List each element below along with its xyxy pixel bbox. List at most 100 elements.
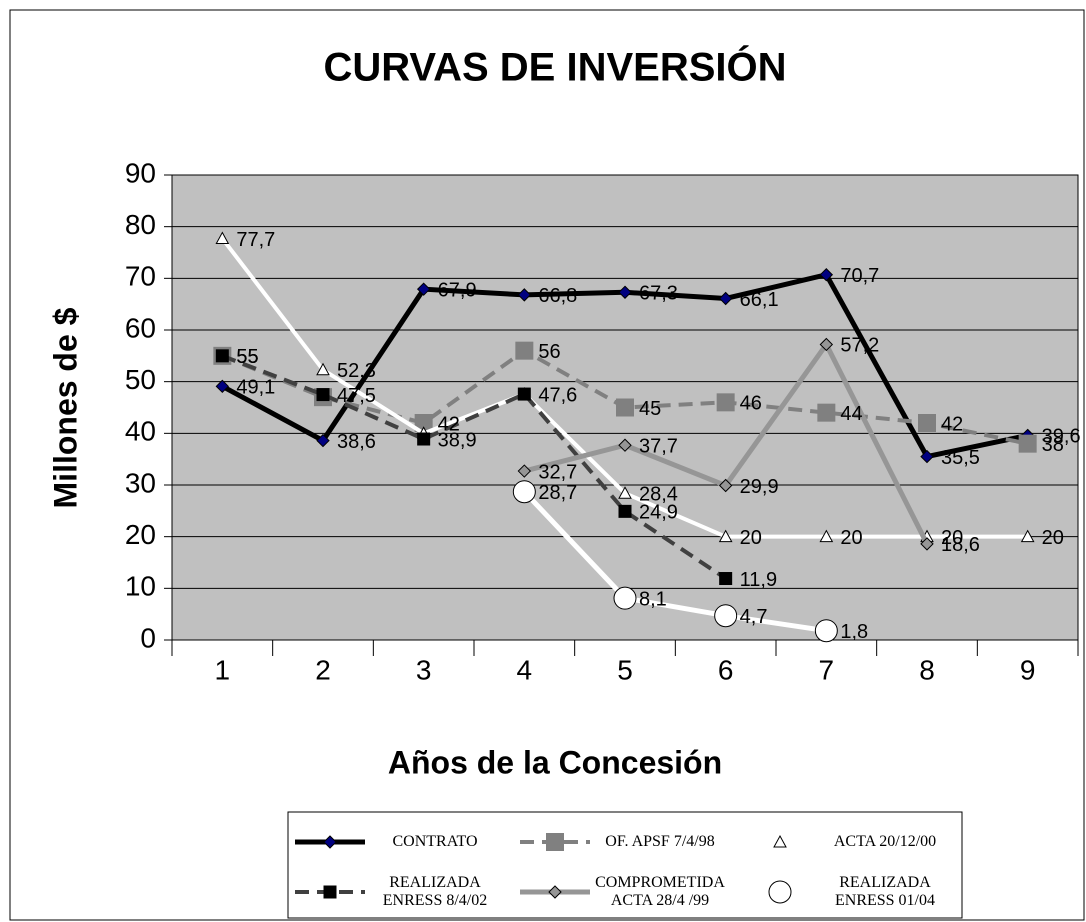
data-point [517, 288, 532, 302]
y-tick-label: 20 [125, 519, 156, 550]
data-point [716, 393, 735, 412]
data-point [613, 586, 637, 610]
x-axis-title: Años de la Concesión [388, 744, 722, 780]
data-label: 38 [1042, 434, 1064, 456]
data-label: 20 [1042, 527, 1064, 549]
chart-title: CURVAS DE INVERSIÓN [323, 44, 786, 90]
data-label: 46 [740, 393, 762, 415]
data-point [819, 337, 834, 352]
data-label: 20 [941, 527, 963, 549]
data-point [718, 478, 733, 493]
data-point [918, 414, 936, 432]
y-tick-label: 10 [125, 571, 156, 602]
data-label: 35,5 [941, 447, 980, 469]
y-tick-label: 70 [125, 261, 156, 292]
data-point [618, 504, 632, 518]
data-label: 56 [538, 341, 560, 363]
data-point [316, 433, 330, 448]
data-label: 49,1 [236, 377, 275, 399]
data-point [414, 414, 433, 432]
data-point [512, 480, 536, 504]
data-point [920, 537, 934, 551]
data-point [1018, 434, 1037, 453]
data-label: 55 [236, 346, 258, 368]
data-label: 70,7 [840, 265, 879, 287]
data-label: 11,9 [740, 569, 777, 591]
data-point [719, 572, 733, 586]
x-tick-label: 8 [919, 654, 935, 685]
legend-label-box: CONTRATO [392, 833, 478, 850]
legend-label-box: REALIZADA ENRESS 01/04 [834, 874, 935, 909]
data-point [215, 379, 230, 394]
data-label: 55 [236, 346, 258, 368]
legend-label: ACTA 20/12/00 [833, 833, 937, 850]
y-tick-label: 0 [140, 622, 156, 653]
data-label: 28,7 [538, 482, 577, 504]
data-label: 42 [438, 413, 460, 435]
data-point [718, 291, 733, 306]
data-label: 52,3 [337, 360, 376, 382]
legend-marker [546, 833, 564, 851]
y-tick-label: 50 [125, 364, 156, 395]
x-tick-label: 9 [1020, 654, 1036, 685]
data-label: 67,3 [639, 283, 678, 305]
y-axis-title: Millones de $ [47, 307, 83, 508]
y-tick-label: 80 [125, 209, 156, 240]
data-label: 77,7 [236, 229, 275, 251]
data-label: 20 [740, 527, 762, 549]
data-label: 45 [639, 398, 661, 420]
data-point [714, 604, 738, 628]
data-label: 39,6 [1042, 426, 1081, 448]
data-label: 38,6 [337, 431, 376, 453]
legend-label-box: COMPROMETIDA ACTA 28/4 /99 [595, 874, 725, 909]
legend-marker [323, 835, 337, 849]
x-tick-label: 6 [718, 654, 734, 685]
data-label: 47,6 [538, 384, 577, 406]
data-point [517, 464, 532, 478]
legend-label: REALIZADA ENRESS 8/4/02 [382, 874, 488, 909]
data-label: 24,9 [639, 502, 678, 524]
data-point [618, 285, 632, 299]
data-point [718, 529, 733, 543]
data-label: 18,6 [941, 534, 980, 556]
x-tick-label: 5 [617, 654, 633, 685]
x-tick-label: 7 [819, 654, 835, 685]
data-label: 28,4 [639, 484, 678, 506]
data-label: 4,7 [740, 606, 768, 628]
legend-box [287, 811, 963, 919]
legend-marker [323, 885, 337, 899]
series-line [221, 353, 727, 581]
data-label: 44 [840, 403, 862, 425]
data-label: 47,5 [337, 385, 376, 407]
data-point [316, 388, 330, 402]
y-tick-label: 60 [125, 312, 156, 343]
legend-label: REALIZADA ENRESS 01/04 [834, 874, 935, 909]
legend-label-box: ACTA 20/12/00 [833, 833, 937, 850]
x-tick-label: 3 [416, 654, 432, 685]
data-label: 29,9 [740, 476, 779, 498]
legend-marker [768, 880, 792, 904]
legend-label: CONTRATO [392, 833, 478, 850]
x-tick-label: 1 [215, 654, 231, 685]
data-label: 67,9 [438, 279, 477, 301]
data-point [616, 398, 634, 417]
y-tick-label: 30 [125, 467, 156, 498]
legend-marker [548, 885, 562, 899]
legend-label: COMPROMETIDA ACTA 28/4 /99 [595, 874, 725, 909]
data-point [1020, 529, 1035, 543]
data-label: 32,7 [538, 461, 577, 483]
data-point [215, 349, 229, 363]
data-point [618, 486, 632, 499]
y-tick-label: 40 [125, 416, 156, 447]
legend-marker [773, 834, 787, 848]
series-line [522, 489, 827, 634]
x-tick-label: 4 [517, 654, 533, 685]
data-point [515, 341, 534, 360]
legend-label-box: REALIZADA ENRESS 8/4/02 [382, 874, 488, 909]
data-point [819, 529, 834, 543]
data-label: 37,7 [639, 435, 678, 457]
data-label: 66,1 [740, 289, 779, 311]
data-point [819, 268, 834, 282]
data-point [316, 362, 330, 376]
